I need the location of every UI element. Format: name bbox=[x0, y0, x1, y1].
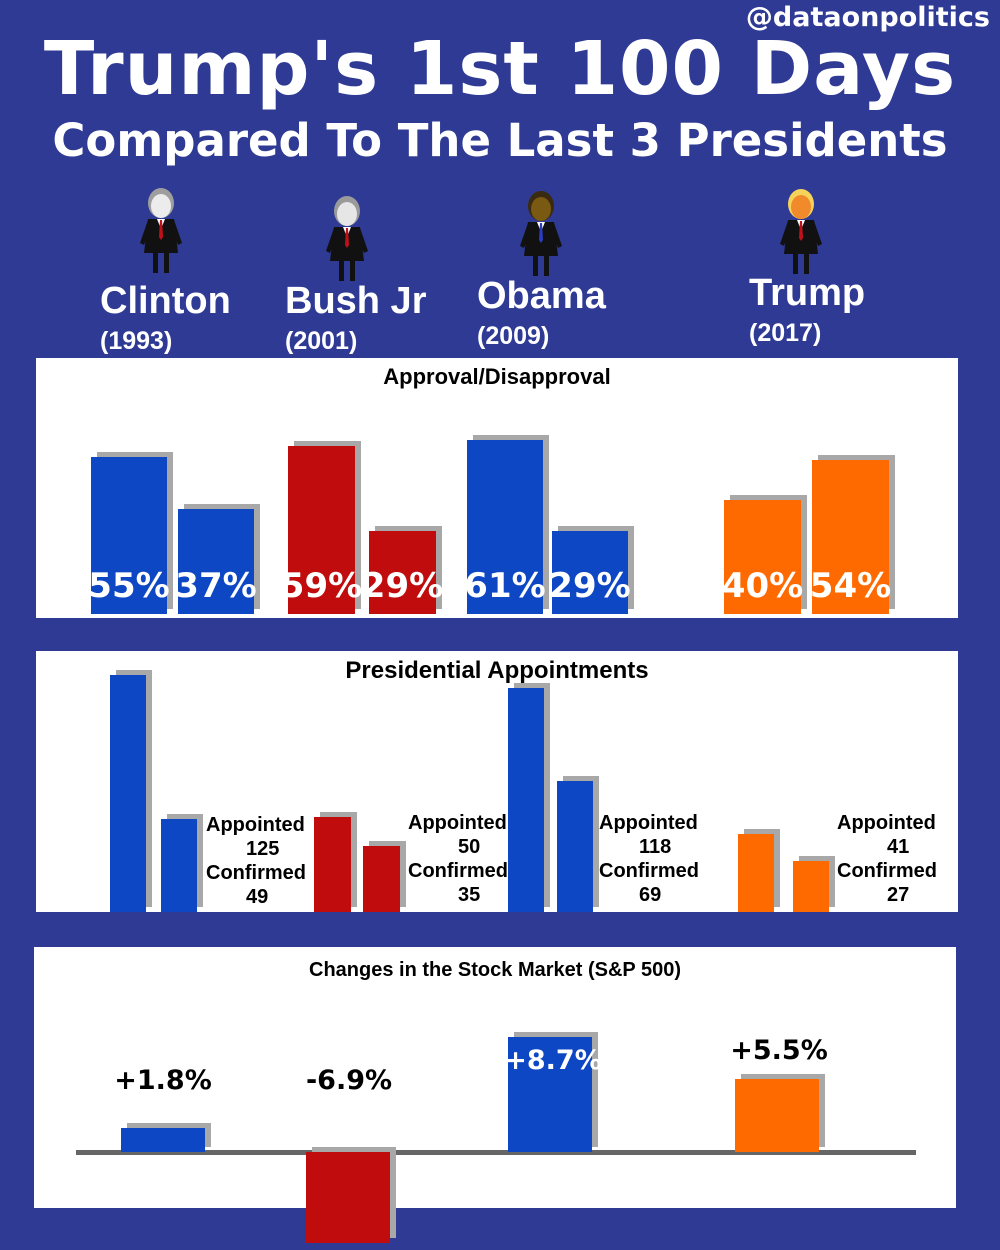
appointed-bar bbox=[314, 817, 351, 912]
president-year: (2017) bbox=[749, 319, 822, 347]
confirmed-label: Confirmed bbox=[599, 860, 699, 882]
approval-bar-label: 54% bbox=[809, 566, 892, 606]
approval-bar-label: 29% bbox=[549, 566, 631, 606]
approval-bar bbox=[467, 440, 543, 614]
stock-change-label: +5.5% bbox=[730, 1035, 828, 1067]
president-name: Obama bbox=[477, 275, 606, 317]
appointed-value: 41 bbox=[887, 836, 910, 858]
stock-change-label: -6.9% bbox=[305, 1065, 393, 1096]
confirmed-bar bbox=[363, 845, 400, 912]
stock-change-label: +1.8% bbox=[114, 1065, 212, 1096]
approval-bar bbox=[91, 457, 167, 614]
stock-change-label: +8.7% bbox=[504, 1045, 602, 1077]
confirmed-bar bbox=[793, 860, 829, 912]
confirmed-bar bbox=[161, 818, 197, 912]
approval-bar-label: 61% bbox=[464, 566, 546, 606]
stock-bar bbox=[735, 1079, 819, 1152]
stock-bar bbox=[508, 1037, 592, 1152]
president-label-obama: Obama (2009) bbox=[477, 275, 606, 351]
appointed-value: 125 bbox=[246, 838, 280, 860]
confirmed-label: Confirmed bbox=[206, 862, 306, 884]
bush-figure-icon bbox=[322, 193, 372, 287]
approval-bar-label: 40% bbox=[721, 566, 804, 606]
confirmed-bar bbox=[557, 780, 593, 912]
appointment-counts: Appointed 125 Confirmed 49 bbox=[206, 813, 306, 909]
approval-bar-label: 29% bbox=[361, 566, 444, 606]
obama-figure-icon bbox=[516, 188, 566, 282]
president-year: (2009) bbox=[477, 322, 550, 350]
approval-panel: Approval/Disapproval 55% 37% 59% 29% 61% 29% 4… bbox=[36, 358, 958, 618]
page-title: Trump's 1st 100 Days bbox=[43, 26, 957, 112]
stock-market-panel: Changes in the Stock Market (S&P 500) +1… bbox=[34, 947, 956, 1244]
approval-bar-label: 59% bbox=[280, 566, 363, 606]
approval-bar-label: 55% bbox=[88, 566, 170, 606]
approval-bar bbox=[724, 500, 801, 614]
clinton-figure-icon bbox=[136, 185, 186, 279]
president-label-trump: Trump (2017) bbox=[749, 272, 865, 348]
stock-bar bbox=[121, 1128, 205, 1152]
appointed-value: 50 bbox=[458, 836, 481, 858]
approval-bar bbox=[812, 460, 889, 614]
appointed-label: Appointed bbox=[599, 812, 698, 834]
president-name: Bush Jr bbox=[285, 280, 427, 322]
confirmed-value: 49 bbox=[246, 886, 269, 908]
approval-title: Approval/Disapproval bbox=[383, 364, 611, 389]
stock-bar bbox=[306, 1152, 390, 1244]
president-label-bush-jr: Bush Jr (2001) bbox=[285, 280, 426, 356]
president-year: (2001) bbox=[285, 327, 358, 355]
president-name: Trump bbox=[749, 272, 866, 314]
confirmed-value: 35 bbox=[458, 884, 481, 906]
approval-bar bbox=[369, 531, 436, 614]
confirmed-label: Confirmed bbox=[408, 860, 508, 882]
zero-baseline bbox=[76, 1150, 916, 1155]
appointment-counts: Appointed 118 Confirmed 69 bbox=[599, 811, 699, 907]
confirmed-value: 69 bbox=[639, 884, 662, 906]
appointments-panel: Presidential Appointments Appointed 125 Co… bbox=[36, 651, 958, 912]
appointed-bar bbox=[110, 674, 146, 912]
appointed-bar bbox=[508, 687, 544, 912]
president-label-clinton: Clinton (1993) bbox=[100, 280, 231, 356]
page-subtitle: Compared To The Last 3 Presidents bbox=[52, 114, 948, 167]
appointed-label: Appointed bbox=[408, 812, 507, 834]
approval-bar bbox=[552, 531, 628, 614]
appointed-value: 118 bbox=[639, 836, 672, 858]
approval-bar bbox=[178, 508, 254, 614]
handle-text: @dataonpolitics bbox=[745, 2, 990, 33]
appointed-bar bbox=[738, 834, 774, 912]
stock-market-title: Changes in the Stock Market (S&P 500) bbox=[309, 959, 681, 981]
approval-bar bbox=[288, 445, 355, 614]
confirmed-value: 27 bbox=[887, 884, 910, 906]
appointed-label: Appointed bbox=[206, 814, 305, 836]
approval-bar-label: 37% bbox=[175, 566, 257, 606]
president-name: Clinton bbox=[100, 280, 231, 322]
confirmed-label: Confirmed bbox=[837, 860, 937, 882]
appointment-counts: Appointed 50 Confirmed 35 bbox=[408, 811, 508, 907]
president-year: (1993) bbox=[100, 327, 173, 355]
appointment-counts: Appointed 41 Confirmed 27 bbox=[837, 811, 937, 907]
appointed-label: Appointed bbox=[837, 812, 936, 834]
trump-figure-icon bbox=[776, 186, 826, 280]
appointments-title: Presidential Appointments bbox=[345, 657, 649, 684]
